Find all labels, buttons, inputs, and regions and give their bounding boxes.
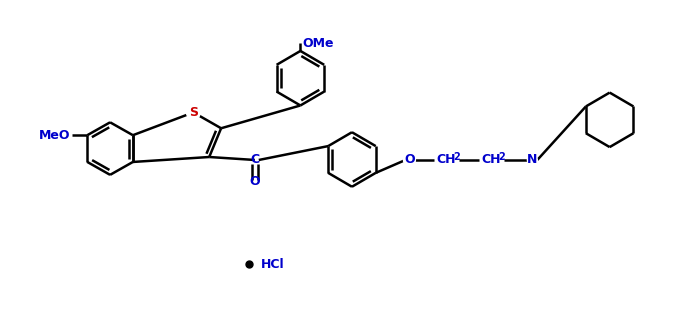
- Circle shape: [403, 154, 415, 166]
- Text: CH: CH: [481, 153, 500, 167]
- Text: O: O: [404, 153, 414, 167]
- Text: 2: 2: [498, 152, 505, 162]
- Circle shape: [527, 155, 537, 165]
- Text: S: S: [189, 106, 198, 119]
- Text: O: O: [249, 175, 260, 188]
- Circle shape: [186, 106, 200, 119]
- Text: C: C: [250, 153, 259, 167]
- Text: MeO: MeO: [39, 129, 71, 142]
- Text: CH: CH: [437, 153, 456, 167]
- Text: N: N: [527, 153, 538, 167]
- Text: 2: 2: [454, 152, 460, 162]
- Text: OMe: OMe: [302, 37, 334, 49]
- Text: HCl: HCl: [261, 258, 284, 271]
